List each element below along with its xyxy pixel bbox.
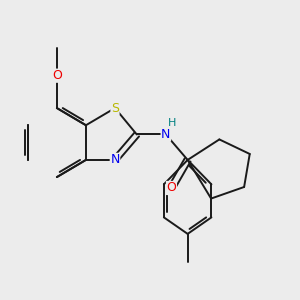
Text: N: N: [161, 128, 170, 141]
Text: O: O: [52, 69, 62, 82]
Text: O: O: [167, 182, 176, 194]
Text: N: N: [110, 153, 120, 167]
Text: S: S: [111, 102, 119, 115]
Text: H: H: [168, 118, 176, 128]
